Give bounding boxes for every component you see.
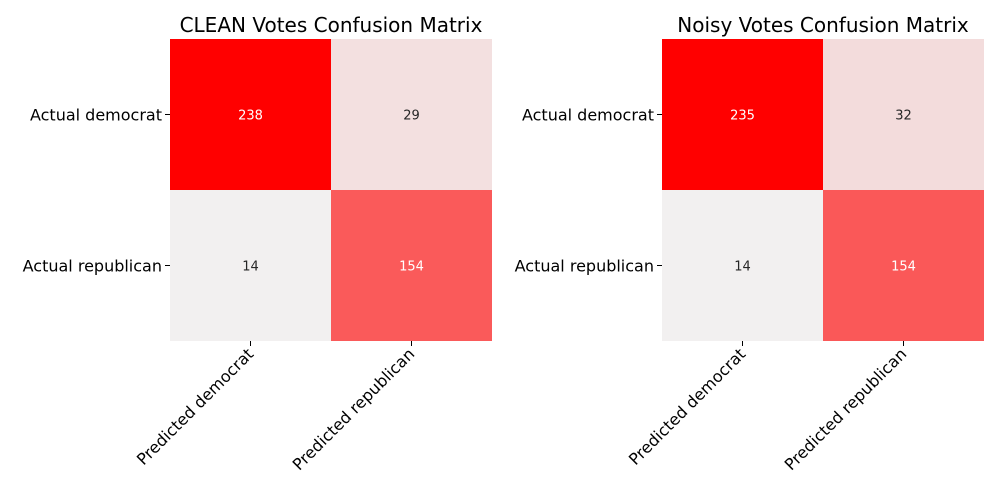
cell-value-label: 32 [895,109,912,124]
chart-title: Noisy Votes Confusion Matrix [677,13,969,37]
x-tick-label: Predicted democrat [133,344,257,468]
y-tick-label: Actual democrat [522,106,654,125]
cell-value-label: 14 [734,260,751,275]
heatmap-cell [662,39,823,190]
cell-value-label: 235 [730,109,755,124]
heatmap-cell [331,39,492,190]
heatmap-panel-2: Noisy Votes Confusion Matrix 235 32 14 154 Ac… [515,13,984,474]
heatmap-panel-1: CLEAN Votes Confusion Matrix 238 29 14 154 Ac… [23,13,492,474]
y-tick-label: Actual democrat [30,106,162,125]
cell-value-label: 29 [403,109,420,124]
y-tick-label: Actual republican [515,257,654,276]
x-tick-label: Predicted democrat [625,344,749,468]
cell-value-label: 14 [242,260,259,275]
cell-value-label: 154 [891,260,916,275]
heatmap-cell [823,190,984,341]
cell-value-label: 154 [399,260,424,275]
chart-title: CLEAN Votes Confusion Matrix [180,13,483,37]
x-tick-label: Predicted republican [289,344,419,474]
heatmap-cell [823,39,984,190]
x-tick-label: Predicted republican [781,344,911,474]
y-tick-label: Actual republican [23,257,162,276]
cell-value-label: 238 [238,109,263,124]
heatmap-cell [170,39,331,190]
heatmap-cell [662,190,823,341]
heatmap-cell [331,190,492,341]
heatmap-cell [170,190,331,341]
